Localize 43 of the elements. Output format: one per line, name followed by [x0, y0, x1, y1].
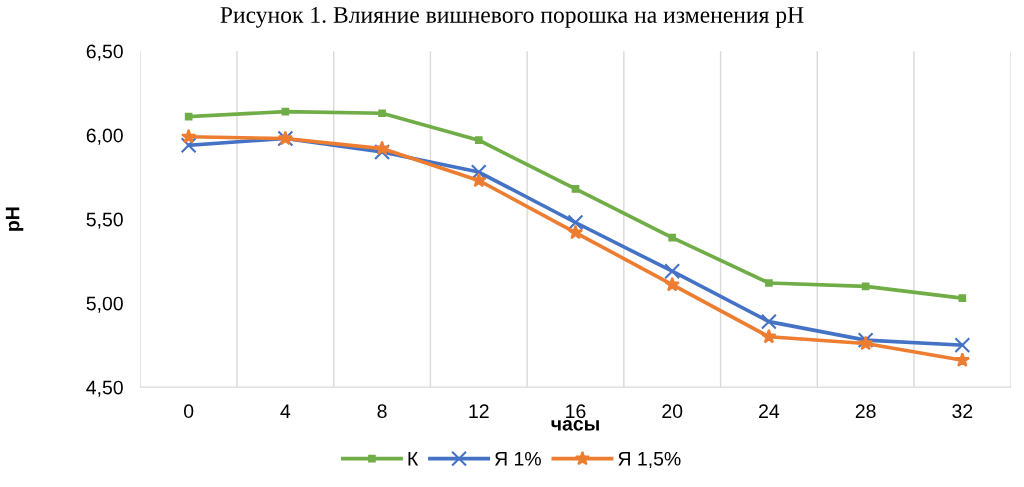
x-tick-label: 24: [759, 404, 780, 418]
x-tick-label: 16: [566, 404, 586, 419]
x-tick-label: 4: [280, 404, 291, 418]
point: [571, 185, 580, 193]
legend-label: Я 1,5%: [618, 451, 681, 468]
point: [958, 294, 967, 302]
point: [374, 140, 390, 156]
point: [180, 137, 197, 154]
point: [378, 109, 386, 118]
y-tick-label: 6,50: [86, 44, 123, 61]
point: [474, 136, 483, 144]
legend-label: Я 1%: [495, 451, 541, 466]
point: [181, 128, 197, 144]
point: [761, 328, 777, 344]
y-tick-label: 6,00: [86, 128, 123, 145]
point: [374, 143, 391, 160]
point: [668, 233, 677, 242]
chart-title: Рисунок 1. Влияние вишневого порошка на изменения pH: [220, 7, 804, 28]
x-tick-label: 12: [469, 404, 489, 418]
point: [765, 279, 773, 287]
point: [567, 224, 584, 240]
x-tick-label: 8: [377, 404, 387, 419]
point: [664, 276, 680, 292]
point: [471, 172, 487, 188]
x-tick-label: 20: [662, 404, 683, 419]
point: [954, 337, 971, 354]
x-axis-title: часы: [551, 420, 599, 431]
point: [954, 352, 970, 367]
y-axis-title: pH: [5, 207, 24, 231]
y-tick-label: 5,50: [86, 212, 123, 229]
x-tick-label: 32: [952, 404, 973, 419]
y-tick-label: 5,00: [86, 296, 123, 313]
x-tick-label: 0: [184, 404, 194, 419]
legend-label: К: [408, 452, 419, 466]
point: [470, 164, 487, 181]
point: [664, 263, 681, 280]
y-tick-label: 4,50: [86, 380, 123, 397]
point: [184, 112, 193, 121]
point: [567, 214, 584, 231]
point: [760, 313, 777, 330]
point: [281, 107, 290, 116]
point: [861, 282, 870, 291]
x-tick-label: 28: [855, 404, 876, 419]
